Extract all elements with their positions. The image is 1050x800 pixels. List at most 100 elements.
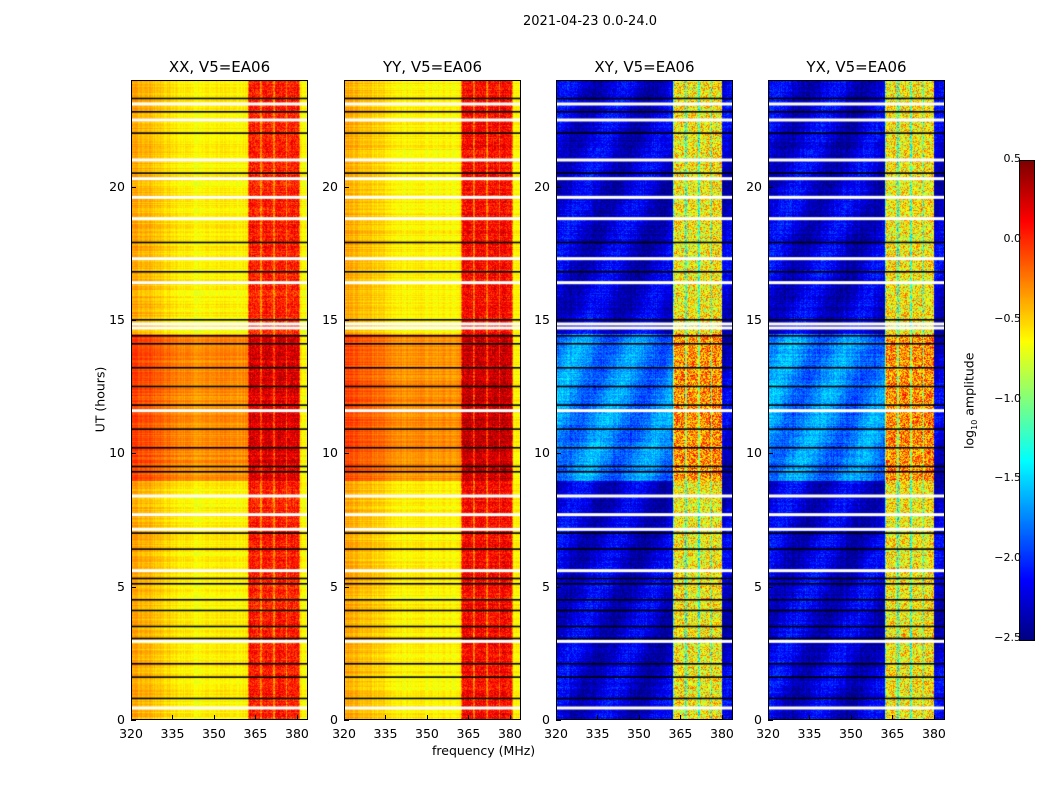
colorbar [1019, 160, 1035, 641]
x-tick-mark [385, 715, 387, 720]
x-tick-label: 365 [456, 726, 481, 741]
x-tick-label: 320 [544, 726, 568, 741]
y-tick-mark [556, 320, 561, 321]
y-tick-mark [768, 586, 773, 588]
heatmap-panel-1: XX, V5=EA06 320 335 350 365 380 0 5 10 15 20 [109, 58, 309, 741]
x-tick-label: 350 [627, 726, 651, 741]
x-tick-label: 350 [202, 726, 226, 741]
panel-title: YX, V5=EA06 [806, 58, 907, 76]
y-tick-mark [768, 720, 773, 721]
y-tick-mark [344, 186, 349, 188]
y-tick-label: 20 [534, 178, 550, 194]
x-tick-mark [892, 715, 894, 720]
y-tick-mark [131, 453, 136, 455]
x-tick-label: 320 [332, 726, 356, 741]
x-tick-mark [680, 715, 682, 720]
y-tick-label: 15 [534, 312, 550, 327]
x-tick-mark [768, 715, 769, 720]
x-tick-mark [809, 715, 811, 720]
y-tick-label: 15 [322, 312, 338, 327]
heatmap-image [768, 80, 945, 720]
colorbar-tick-label: −1.0 [994, 391, 1021, 405]
x-tick-mark [426, 715, 428, 720]
x-tick-mark [131, 715, 132, 720]
x-tick-label: 335 [585, 726, 610, 741]
x-tick-label: 380 [922, 726, 946, 741]
y-tick-label: 20 [322, 178, 338, 194]
y-tick-mark [131, 586, 136, 588]
x-tick-label: 320 [756, 726, 780, 741]
x-tick-label: 335 [797, 726, 822, 741]
x-tick-label: 365 [668, 726, 693, 741]
panel-title: XX, V5=EA06 [168, 58, 271, 76]
heatmap-panel-4: YX, V5=EA06 320 335 350 365 380 0 5 10 15 20 [746, 58, 946, 741]
colorbar-tick-label: 0.5 [1003, 152, 1022, 165]
y-tick-label: 20 [746, 178, 762, 194]
colorbar-label: log10 amplitude [961, 352, 979, 449]
x-tick-label: 365 [243, 726, 268, 741]
x-tick-mark [721, 715, 723, 720]
x-tick-mark [172, 715, 174, 720]
x-tick-label: 335 [160, 726, 185, 741]
y-tick-mark [344, 586, 349, 588]
x-tick-mark [344, 715, 345, 720]
x-tick-label: 380 [285, 726, 309, 741]
x-tick-mark [296, 715, 298, 720]
y-tick-mark [768, 453, 773, 455]
y-tick-label: 10 [534, 445, 550, 461]
heatmap-image [131, 80, 308, 720]
x-tick-mark [213, 715, 215, 720]
colorbar-tick-label: −2.0 [994, 551, 1021, 565]
y-tick-mark [556, 453, 561, 455]
x-tick-mark [850, 715, 852, 720]
y-tick-label: 5 [754, 578, 762, 594]
y-tick-label: 15 [746, 312, 762, 327]
heatmap-image [556, 80, 733, 720]
colorbar-tick-label: −1.5 [994, 471, 1021, 485]
x-tick-mark [509, 715, 511, 720]
y-tick-label: 5 [542, 578, 550, 594]
x-tick-mark [933, 715, 935, 720]
y-tick-mark [344, 720, 349, 721]
heatmap-panel-3: XY, V5=EA06 320 335 350 365 380 0 5 10 15 20 [534, 58, 734, 741]
y-tick-label: 5 [330, 578, 338, 594]
colorbar-tick-label: −0.5 [994, 311, 1021, 325]
x-tick-label: 350 [839, 726, 863, 741]
colorbar-tick-label: 0.0 [1003, 231, 1022, 245]
y-tick-mark [344, 320, 349, 321]
y-tick-label: 10 [109, 445, 125, 461]
y-axis-label: UT (hours) [92, 366, 108, 433]
x-tick-label: 350 [415, 726, 439, 741]
x-tick-mark [255, 715, 257, 720]
heatmap-image [344, 80, 521, 720]
x-tick-label: 380 [710, 726, 734, 741]
y-tick-mark [131, 320, 136, 321]
figure-title: 2021-04-23 0.0-24.0 [523, 14, 657, 29]
x-tick-mark [597, 715, 599, 720]
y-tick-mark [556, 720, 561, 721]
y-tick-mark [768, 186, 773, 188]
x-tick-mark [556, 715, 557, 720]
y-tick-label: 15 [109, 312, 125, 327]
x-tick-label: 380 [498, 726, 522, 741]
y-tick-mark [768, 320, 773, 321]
y-tick-label: 20 [109, 178, 125, 194]
heatmap-panel-2: YY, V5=EA06 320 335 350 365 380 0 5 10 15 20 [322, 58, 522, 741]
colorbar-tick-label: −2.5 [994, 631, 1021, 644]
y-tick-label: 0 [330, 712, 338, 727]
y-tick-label: 0 [542, 712, 550, 727]
y-tick-mark [131, 186, 136, 188]
x-tick-mark [638, 715, 640, 720]
y-tick-mark [556, 186, 561, 188]
y-tick-label: 0 [754, 712, 762, 727]
panel-title: YY, V5=EA06 [382, 58, 483, 76]
panel-title: XY, V5=EA06 [594, 58, 695, 76]
y-tick-mark [344, 453, 349, 455]
x-tick-label: 365 [880, 726, 905, 741]
y-tick-label: 10 [746, 445, 762, 461]
y-tick-label: 5 [117, 578, 125, 594]
x-tick-label: 335 [373, 726, 398, 741]
y-tick-mark [556, 586, 561, 588]
y-tick-label: 0 [117, 712, 125, 727]
